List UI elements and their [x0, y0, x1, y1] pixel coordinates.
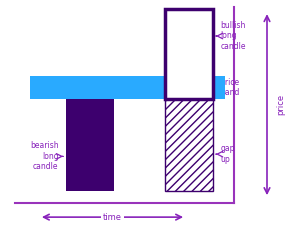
Bar [30, 76, 225, 99]
Text: time: time [103, 213, 122, 222]
Bar [165, 9, 213, 99]
Text: price
band: price band [220, 78, 240, 97]
Text: bearish
long
candle: bearish long candle [30, 142, 58, 171]
Bar [165, 99, 213, 191]
Text: gap
up: gap up [220, 144, 235, 164]
Text: bullish
long
candle: bullish long candle [220, 21, 246, 51]
Bar [165, 76, 213, 99]
Bar [66, 99, 114, 191]
Text: price: price [276, 94, 285, 115]
